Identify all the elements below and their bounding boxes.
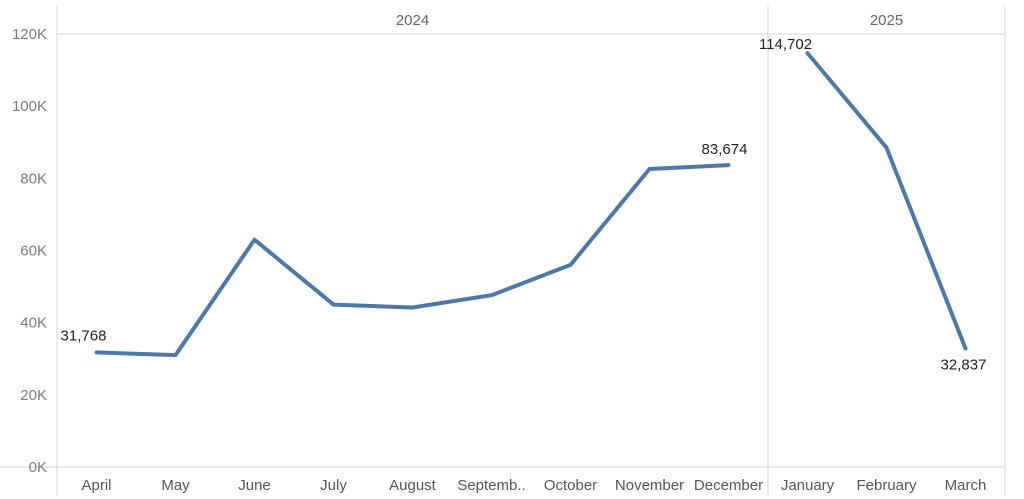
y-tick-label: 80K [20,170,47,187]
y-tick-label: 20K [20,387,47,404]
x-tick-label: July [320,477,347,494]
y-tick-label: 120K [12,26,47,43]
data-label: 32,837 [941,357,987,374]
x-axis: April May June July August Septemb.. October No… [81,477,986,494]
x-tick-label: December [694,477,763,494]
x-tick-label: November [615,477,684,494]
x-tick-label: March [945,477,987,494]
x-tick-label: October [544,477,597,494]
x-tick-label: August [389,477,437,494]
year-header: 2024 [396,12,429,29]
y-tick-label: 0K [29,459,47,476]
data-label: 31,768 [61,327,107,344]
x-tick-label: May [161,477,190,494]
data-label: 83,674 [702,141,748,158]
year-header: 2025 [870,12,903,29]
year-headers: 2024 2025 [396,12,903,29]
x-tick-label: February [856,477,917,494]
y-tick-label: 100K [12,98,47,115]
series-lines [94,51,968,358]
y-tick-label: 40K [20,315,47,332]
x-tick-label: Septemb.. [457,477,525,494]
x-tick-label: April [81,477,111,494]
series-line-2025 [805,51,968,351]
x-tick-label: January [781,477,835,494]
chart-frame [0,6,1006,496]
y-tick-label: 60K [20,243,47,260]
x-tick-label: June [238,477,271,494]
series-line-2024 [94,163,731,358]
data-labels: 31,768 83,674 114,702 32,837 [61,36,987,373]
y-axis: 0K 20K 40K 60K 80K 100K 120K [12,26,47,476]
data-label: 114,702 [759,36,812,53]
